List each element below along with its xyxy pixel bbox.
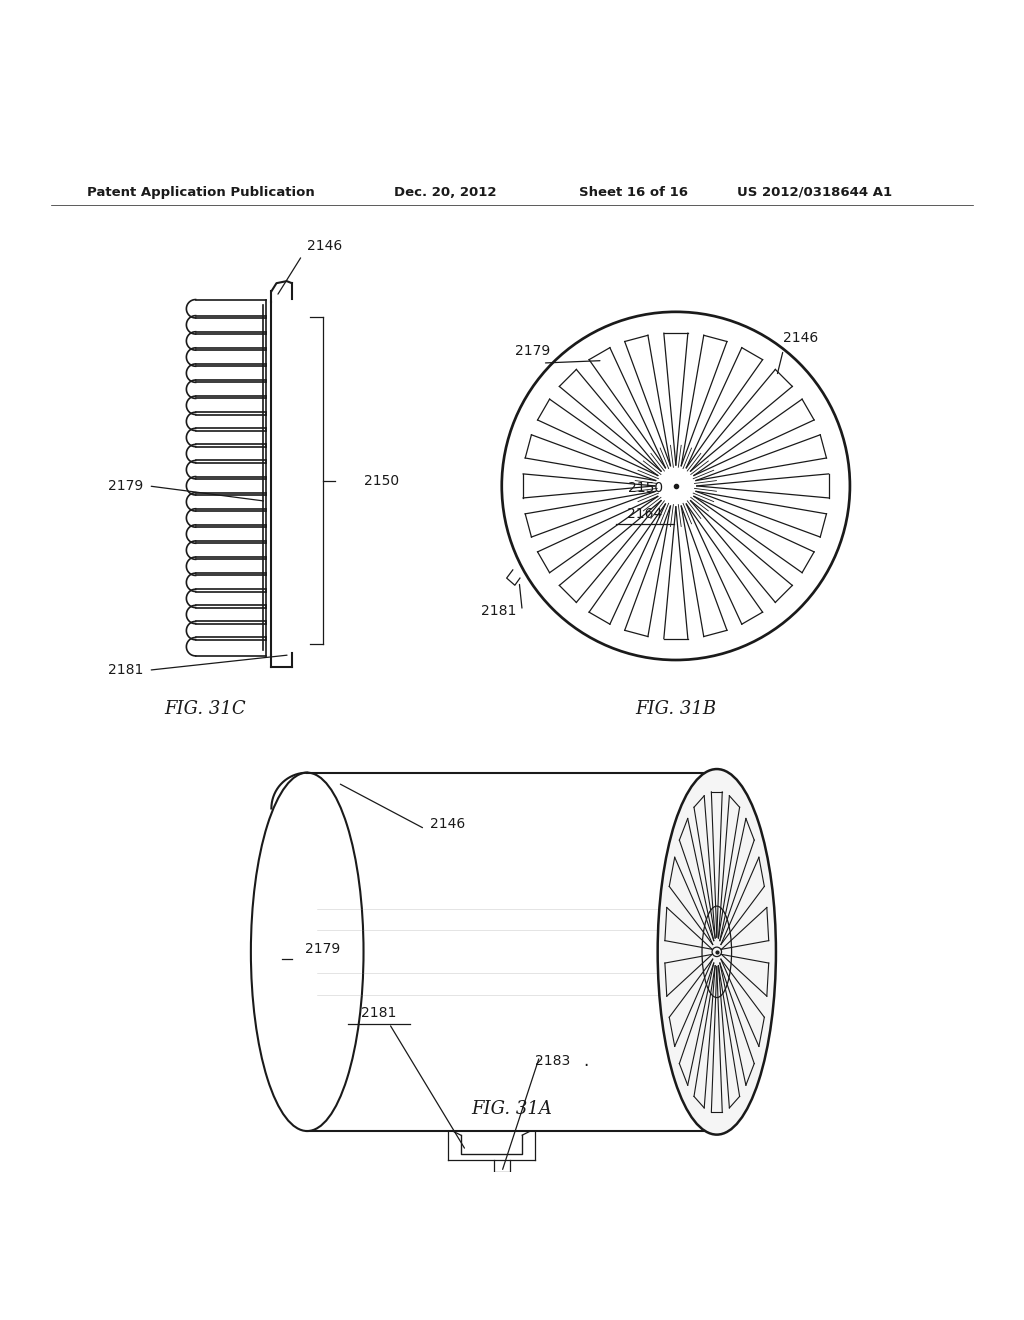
Text: 2183: 2183 [535,1055,569,1068]
Text: 2181: 2181 [481,603,517,618]
Text: .: . [584,1052,589,1071]
Ellipse shape [657,770,776,1135]
Text: 2150: 2150 [727,863,762,876]
Text: Sheet 16 of 16: Sheet 16 of 16 [579,186,687,198]
Text: 2164: 2164 [628,507,663,520]
Text: 2146: 2146 [430,817,465,830]
Text: 2150: 2150 [628,480,663,495]
Text: 2146: 2146 [307,239,342,253]
Text: 2150: 2150 [364,474,398,488]
Text: US 2012/0318644 A1: US 2012/0318644 A1 [737,186,892,198]
Text: FIG. 31C: FIG. 31C [164,700,246,718]
Text: Dec. 20, 2012: Dec. 20, 2012 [394,186,497,198]
Text: 2179: 2179 [108,479,142,492]
Text: 2146: 2146 [783,330,818,345]
Text: 2179: 2179 [515,345,550,358]
Text: FIG. 31B: FIG. 31B [635,700,717,718]
Text: 2181: 2181 [361,1006,396,1020]
Text: FIG. 31A: FIG. 31A [472,1100,552,1118]
Text: 2181: 2181 [108,663,143,677]
Text: Patent Application Publication: Patent Application Publication [87,186,314,198]
Text: 2179: 2179 [305,941,340,956]
